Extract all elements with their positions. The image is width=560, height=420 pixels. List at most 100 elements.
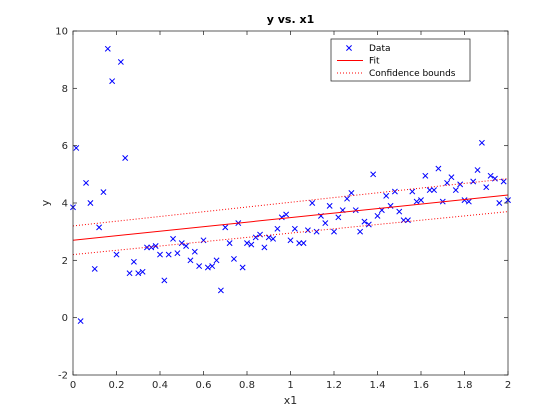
data-point <box>448 174 455 181</box>
confidence-bound-line-2 <box>73 178 508 227</box>
data-point <box>352 207 359 214</box>
data-point <box>370 171 377 178</box>
data-point <box>230 255 237 262</box>
x-tick-label: 1.8 <box>457 380 473 391</box>
data-point <box>226 240 233 247</box>
data-point <box>161 277 168 284</box>
x-tick-label: 0.2 <box>109 380 125 391</box>
data-point <box>478 139 485 146</box>
data-point <box>361 218 368 225</box>
x-tick-label: 1.2 <box>326 380 342 391</box>
data-point <box>91 265 98 272</box>
data-point <box>500 178 507 185</box>
legend-marker-data <box>346 45 352 51</box>
data-point <box>461 197 468 204</box>
data-point <box>170 235 177 242</box>
data-point <box>73 145 80 151</box>
data-point <box>261 244 268 251</box>
data-point <box>496 200 503 206</box>
plot-area <box>73 31 508 375</box>
data-point <box>404 217 411 224</box>
data-point <box>326 202 333 209</box>
data-point <box>187 257 194 264</box>
data-point <box>100 189 107 196</box>
data-point <box>300 240 307 247</box>
data-point <box>148 244 155 251</box>
data-point <box>291 225 298 232</box>
data-point <box>435 165 442 172</box>
data-point <box>126 270 133 277</box>
data-point <box>217 287 224 294</box>
data-point <box>422 172 429 179</box>
data-point <box>357 228 364 235</box>
data-point <box>209 263 216 270</box>
y-tick-label: 4 <box>62 199 68 210</box>
data-point <box>409 188 416 195</box>
x-tick-label: 0.8 <box>239 380 255 391</box>
y-tick-label: -2 <box>58 371 68 382</box>
legend-entry-label: Data <box>369 44 391 54</box>
data-point <box>139 268 146 275</box>
data-point <box>348 190 355 196</box>
data-point <box>222 224 229 231</box>
data-point <box>183 243 190 249</box>
data-point <box>287 237 294 244</box>
plot-background <box>73 31 508 375</box>
data-point <box>122 155 129 161</box>
data-point <box>431 187 438 194</box>
data-point <box>396 208 403 215</box>
data-point <box>374 212 381 219</box>
x-axis-label: x1 <box>284 394 298 407</box>
data-point <box>109 78 116 85</box>
data-point <box>457 181 464 188</box>
data-point <box>365 221 372 228</box>
data-point <box>83 179 90 186</box>
data-point <box>296 240 303 247</box>
confidence-bound-line-3 <box>73 211 508 256</box>
data-point <box>117 59 124 65</box>
data-point <box>391 188 398 195</box>
legend: Data Fit Confidence bounds <box>330 38 471 82</box>
data-point <box>426 187 433 194</box>
data-point <box>309 200 316 206</box>
data-point <box>344 195 351 202</box>
y-tick-label: 10 <box>55 27 68 38</box>
data-point <box>335 214 342 221</box>
data-point <box>413 198 420 205</box>
data-point <box>104 45 111 52</box>
data-point <box>204 264 211 271</box>
data-point <box>470 178 477 185</box>
data-point <box>274 225 281 232</box>
data-point <box>135 270 142 277</box>
x-tick-label: 0 <box>70 380 76 391</box>
chart-title: y vs. x1 <box>267 13 314 26</box>
y-axis-label: y <box>39 199 52 206</box>
data-point <box>239 264 246 271</box>
data-point <box>283 211 290 218</box>
data-point <box>483 184 490 191</box>
data-point <box>452 187 459 194</box>
data-point <box>152 243 159 249</box>
x-tick-label: 1 <box>287 380 293 391</box>
data-point <box>383 192 390 199</box>
data-point <box>213 257 220 264</box>
data-point <box>96 224 103 231</box>
data-point <box>191 248 198 255</box>
data-point <box>265 234 272 241</box>
x-tick-label: 1.4 <box>370 380 386 391</box>
data-point <box>174 250 181 257</box>
legend-entry-label: Fit <box>369 57 380 67</box>
x-tick-label: 2 <box>505 380 511 391</box>
data-point <box>165 251 172 258</box>
data-point <box>157 251 163 258</box>
series-layer <box>70 45 511 325</box>
x-tick-label: 0.4 <box>152 380 168 391</box>
data-point <box>474 167 481 173</box>
data-point <box>465 198 472 205</box>
x-tick-label: 1.6 <box>413 380 429 391</box>
x-tick-label: 0.6 <box>196 380 212 391</box>
y-tick-label: 6 <box>62 141 68 152</box>
data-point <box>244 240 250 247</box>
data-point <box>270 235 277 242</box>
data-point <box>196 263 203 270</box>
